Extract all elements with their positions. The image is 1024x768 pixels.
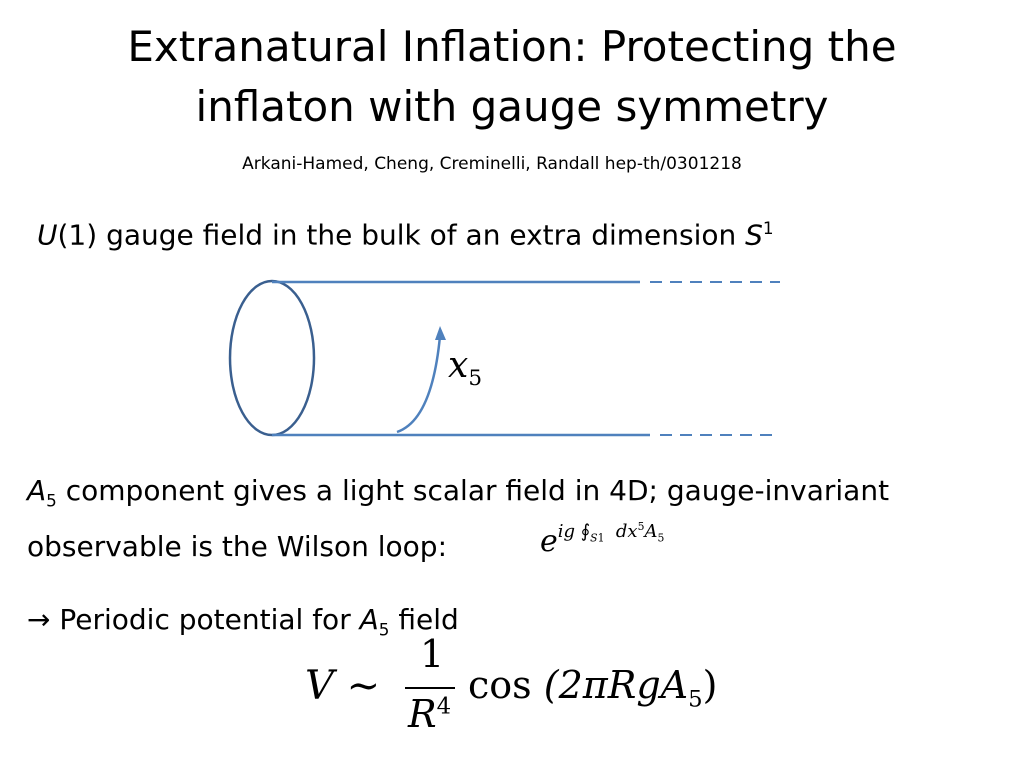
diagram-label: x5 <box>448 345 482 391</box>
bullet: observable is the Wilson loop: <box>27 530 447 563</box>
wilson-loop: eig ∮S1 dx5A5 <box>540 520 664 559</box>
text: 1 <box>597 531 605 545</box>
text: ) <box>702 663 718 707</box>
text: A <box>359 603 379 636</box>
arrow-head <box>435 326 446 340</box>
text: (1) gauge field in the bulk of an extra … <box>57 218 746 252</box>
text: field <box>389 603 459 636</box>
superscript: 1 <box>762 218 774 238</box>
text: ∮ <box>580 521 591 542</box>
text: A <box>644 521 658 542</box>
text: 4 <box>436 693 452 720</box>
text: U <box>37 218 58 252</box>
text: dx <box>615 521 638 542</box>
cosine: cos (2πRgA5) <box>468 663 717 713</box>
text: V <box>305 663 334 709</box>
text: S <box>745 218 763 252</box>
text: (2πRgA <box>543 663 689 707</box>
text: ig <box>557 521 576 542</box>
fraction-bar <box>405 687 455 689</box>
authors: Arkani-Hamed, Cheng, Creminelli, Randall… <box>242 154 742 174</box>
text: x <box>448 345 469 386</box>
arrow: → <box>27 603 51 636</box>
text: R <box>408 692 437 736</box>
title-line: Extranatural Inflation: Protecting the <box>127 22 897 71</box>
subscript: 5 <box>378 619 390 640</box>
text: ∼ <box>346 663 381 709</box>
text: S <box>590 531 598 545</box>
subscript: 5 <box>468 366 483 392</box>
bullet: U(1) gauge field in the bulk of an extra… <box>37 218 774 251</box>
subscript: 5 <box>46 490 57 511</box>
text: component gives a light scalar field in … <box>56 474 890 507</box>
text: A <box>27 474 47 507</box>
exponent: ig ∮S1 dx5A5 <box>557 520 665 545</box>
cylinder-end <box>228 279 316 437</box>
text: 5 <box>637 520 645 533</box>
title-line: inflaton with gauge symmetry <box>195 82 829 131</box>
text: cos <box>468 663 532 707</box>
text: 5 <box>657 531 665 545</box>
bullet: → Periodic potential for A5 field <box>27 603 459 640</box>
potential-V: V ∼ <box>305 663 380 709</box>
numerator: 1 <box>420 632 445 676</box>
text: e <box>540 524 558 559</box>
text: 5 <box>688 686 703 713</box>
denominator: R4 <box>408 692 451 736</box>
text: Periodic potential for <box>50 603 360 636</box>
bullet: A5 component gives a light scalar field … <box>27 474 889 511</box>
arrow <box>396 335 442 434</box>
